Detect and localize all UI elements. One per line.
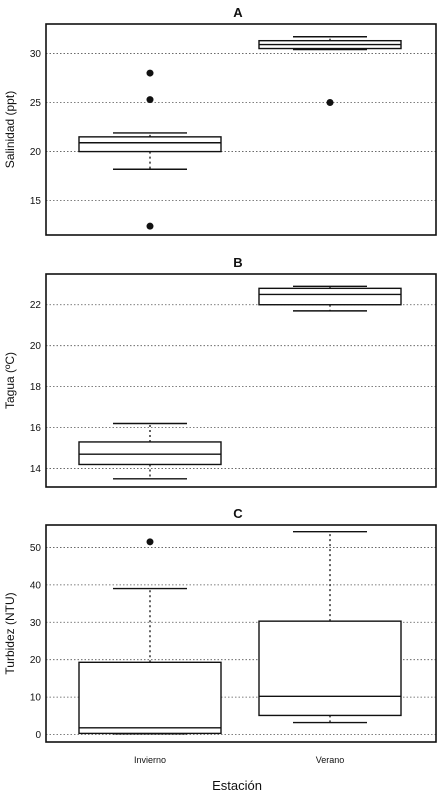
- y-tick-label: 30: [30, 49, 42, 60]
- box-invierno: [78, 69, 222, 230]
- panel-title: C: [233, 506, 243, 521]
- y-axis-label: Salinidad (ppt): [3, 91, 17, 168]
- outlier-point: [146, 222, 154, 230]
- outlier-point: [146, 69, 154, 77]
- panel-a: A 15 20 25 30 Salinidad (ppt): [3, 5, 437, 236]
- y-axis-label: Tagua (ºC): [3, 352, 17, 409]
- x-category-label: Invierno: [134, 755, 166, 765]
- panel-c: C 0 10 20 30 40 50 Turbidez (NTU) Invierno Verano…: [3, 506, 437, 793]
- box-invierno: [78, 422, 222, 480]
- panel-title: A: [233, 5, 243, 20]
- y-tick-label: 50: [30, 543, 42, 554]
- y-axis-label: Turbidez (NTU): [3, 592, 17, 674]
- y-tick-label: 22: [30, 300, 42, 311]
- outlier-point: [326, 99, 334, 107]
- y-tick-label: 40: [30, 580, 42, 591]
- x-axis-title: Estación: [212, 778, 262, 793]
- y-tick-label: 15: [30, 196, 42, 207]
- x-category-label: Verano: [316, 755, 345, 765]
- plot-frame: [45, 524, 437, 743]
- y-tick-label: 30: [30, 618, 42, 629]
- iqr-box: [78, 441, 222, 466]
- outlier-point: [146, 538, 154, 546]
- box-verano: [258, 285, 402, 312]
- y-tick-label: 20: [30, 147, 42, 158]
- iqr-box: [78, 136, 222, 153]
- iqr-box: [258, 620, 402, 717]
- y-tick-label: 10: [30, 693, 42, 704]
- iqr-box: [78, 661, 222, 735]
- y-tick-label: 25: [30, 98, 42, 109]
- y-tick-label: 18: [30, 382, 42, 393]
- box-verano: [258, 36, 402, 107]
- panel-b: B 14 16 18 20 22 Tagua (ºC): [3, 255, 437, 488]
- box-verano: [258, 531, 402, 724]
- y-tick-label: 0: [35, 730, 41, 741]
- iqr-box: [258, 287, 402, 306]
- y-tick-label: 20: [30, 341, 42, 352]
- y-tick-label: 14: [30, 464, 42, 475]
- box-invierno: [78, 538, 222, 735]
- panel-title: B: [233, 255, 242, 270]
- y-tick-label: 20: [30, 655, 42, 666]
- y-tick-label: 16: [30, 423, 42, 434]
- outlier-point: [146, 96, 154, 104]
- plot-frame: [45, 23, 437, 236]
- plot-frame: [45, 273, 437, 488]
